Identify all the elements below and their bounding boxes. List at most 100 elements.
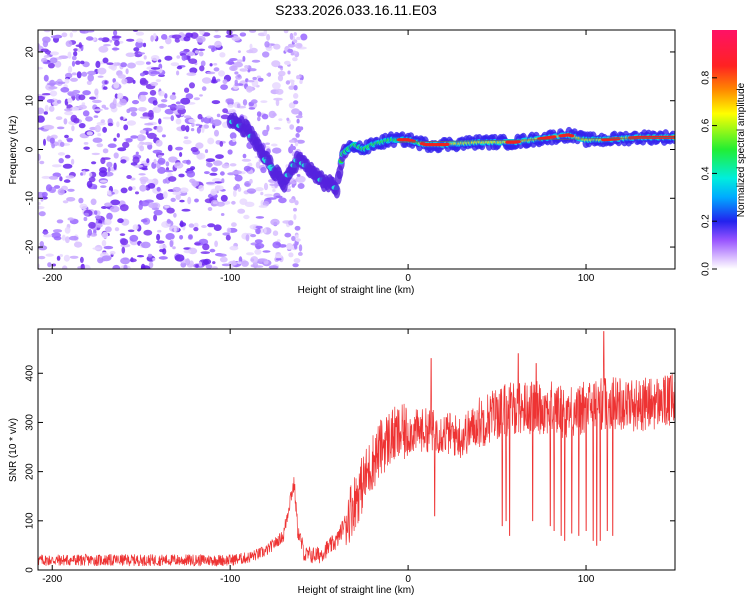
spec-noise-blob: [244, 201, 255, 207]
spec-fit-line: [399, 136, 675, 143]
spec-noise-blob: [248, 107, 256, 110]
spec-noise-blob: [50, 51, 59, 56]
spec-noise-blob: [140, 218, 148, 223]
spec-ridge-peak: [444, 142, 450, 146]
spec-noise-blob: [231, 36, 241, 41]
spec-noise-blob: [168, 156, 178, 163]
spec-streak-blob: [293, 85, 298, 91]
spec-streak-blob: [294, 225, 301, 231]
spec-noise-blob: [125, 52, 136, 58]
spec-noise-blob: [71, 60, 76, 67]
spec-noise-blob: [257, 77, 264, 82]
spec-noise-blob: [229, 163, 237, 167]
spec-noise-blob: [200, 251, 211, 255]
spec-noise-blob: [175, 104, 186, 110]
spec-noise-blob: [176, 55, 181, 59]
spec-noise-blob: [150, 81, 159, 87]
snr-ytick-label: 0: [25, 567, 36, 573]
spec-noise-blob: [101, 157, 111, 160]
spec-noise-blob: [183, 115, 192, 119]
spec-streak-blob: [295, 238, 301, 242]
spec-noise-blob: [200, 60, 206, 67]
spec-noise-blob: [183, 136, 189, 140]
spec-noise-blob: [86, 80, 92, 86]
spec-noise-blob: [188, 223, 195, 228]
spec-noise-blob: [127, 62, 136, 69]
spec-noise-blob: [59, 141, 65, 147]
spec-noise-blob: [45, 253, 54, 257]
spec-noise-blob: [242, 55, 246, 62]
spec-noise-blob: [250, 234, 257, 238]
spec-noise-blob: [176, 65, 183, 70]
spec-noise-blob: [126, 120, 137, 126]
spec-noise-blob: [94, 124, 101, 133]
spec-noise-blob: [111, 192, 115, 195]
spec-noise-blob: [164, 170, 174, 173]
spec-noise-blob: [222, 108, 229, 114]
spec-noise-blob: [80, 60, 85, 65]
spec-ridge-peak: [551, 135, 557, 139]
spec-noise-blob: [179, 152, 183, 157]
spec-noise-blob: [180, 262, 187, 268]
spec-noise-blob: [245, 234, 250, 242]
spec-noise-blob: [246, 85, 253, 93]
spec-noise-blob: [64, 111, 74, 116]
spec-noise-blob: [162, 248, 167, 255]
snr-xtick-label: -200: [42, 574, 62, 585]
spec-noise-blob: [174, 37, 181, 43]
spec-streak-blob: [288, 252, 294, 258]
spec-noise-blob: [220, 194, 228, 202]
spec-noise-blob: [88, 172, 93, 177]
spec-noise-blob: [75, 60, 81, 65]
spec-xtick-label: 100: [578, 273, 595, 284]
spec-noise-blob: [104, 107, 109, 110]
spec-noise-blob: [81, 71, 88, 77]
spec-noise-blob: [246, 252, 254, 256]
spec-noise-blob: [256, 111, 262, 117]
snr-xtick-label: 100: [578, 574, 595, 585]
spec-noise-blob: [174, 254, 185, 262]
spec-noise-blob: [249, 43, 253, 50]
spec-noise-blob: [71, 55, 77, 61]
spec-noise-blob: [137, 52, 145, 55]
spec-noise-blob: [142, 112, 150, 118]
spec-noise-blob: [139, 184, 147, 192]
spec-noise-blob: [113, 62, 118, 67]
spec-ridge-peak: [569, 134, 575, 138]
spec-noise-blob: [244, 65, 249, 69]
spec-noise-blob: [136, 255, 145, 258]
spec-noise-blob: [188, 260, 194, 268]
spec-noise-blob: [266, 197, 277, 200]
spec-noise-blob: [78, 197, 84, 204]
spec-noise-blob: [195, 142, 204, 149]
spec-noise-blob: [213, 63, 218, 66]
spec-streak-blob: [293, 207, 297, 212]
spec-noise-blob: [213, 224, 222, 231]
colorbar-ticks: 0.0 0.2 0.4 0.6 0.8: [701, 70, 717, 276]
spec-noise-blob: [227, 59, 234, 66]
spec-streak-blob: [289, 198, 295, 204]
spec-noise-blob: [194, 198, 199, 203]
spec-noise-blob: [120, 257, 131, 265]
spec-noise-blob: [91, 152, 101, 156]
spec-streak-blob: [293, 39, 298, 44]
spec-noise-blob: [67, 217, 74, 221]
spec-noise-blob: [158, 90, 165, 97]
spec-noise-blob: [47, 62, 55, 69]
spec-xtick-label: -100: [220, 273, 240, 284]
spec-noise-blob: [51, 164, 62, 168]
spec-noise-blob: [263, 227, 267, 234]
spec-noise-blob: [190, 146, 199, 153]
spec-noise-blob: [300, 33, 308, 41]
spec-noise-blob: [195, 264, 199, 268]
spec-noise-blob: [138, 94, 147, 102]
spec-noise-blob: [202, 258, 212, 265]
spec-noise-blob: [170, 62, 179, 67]
spec-noise-blob: [183, 139, 192, 145]
spec-noise-blob: [143, 162, 150, 166]
spec-noise-blob: [253, 265, 264, 268]
spec-noise-blob: [194, 50, 200, 54]
spec-noise-blob: [113, 97, 117, 105]
spec-noise-blob: [80, 30, 89, 34]
spec-noise-blob: [214, 40, 222, 48]
